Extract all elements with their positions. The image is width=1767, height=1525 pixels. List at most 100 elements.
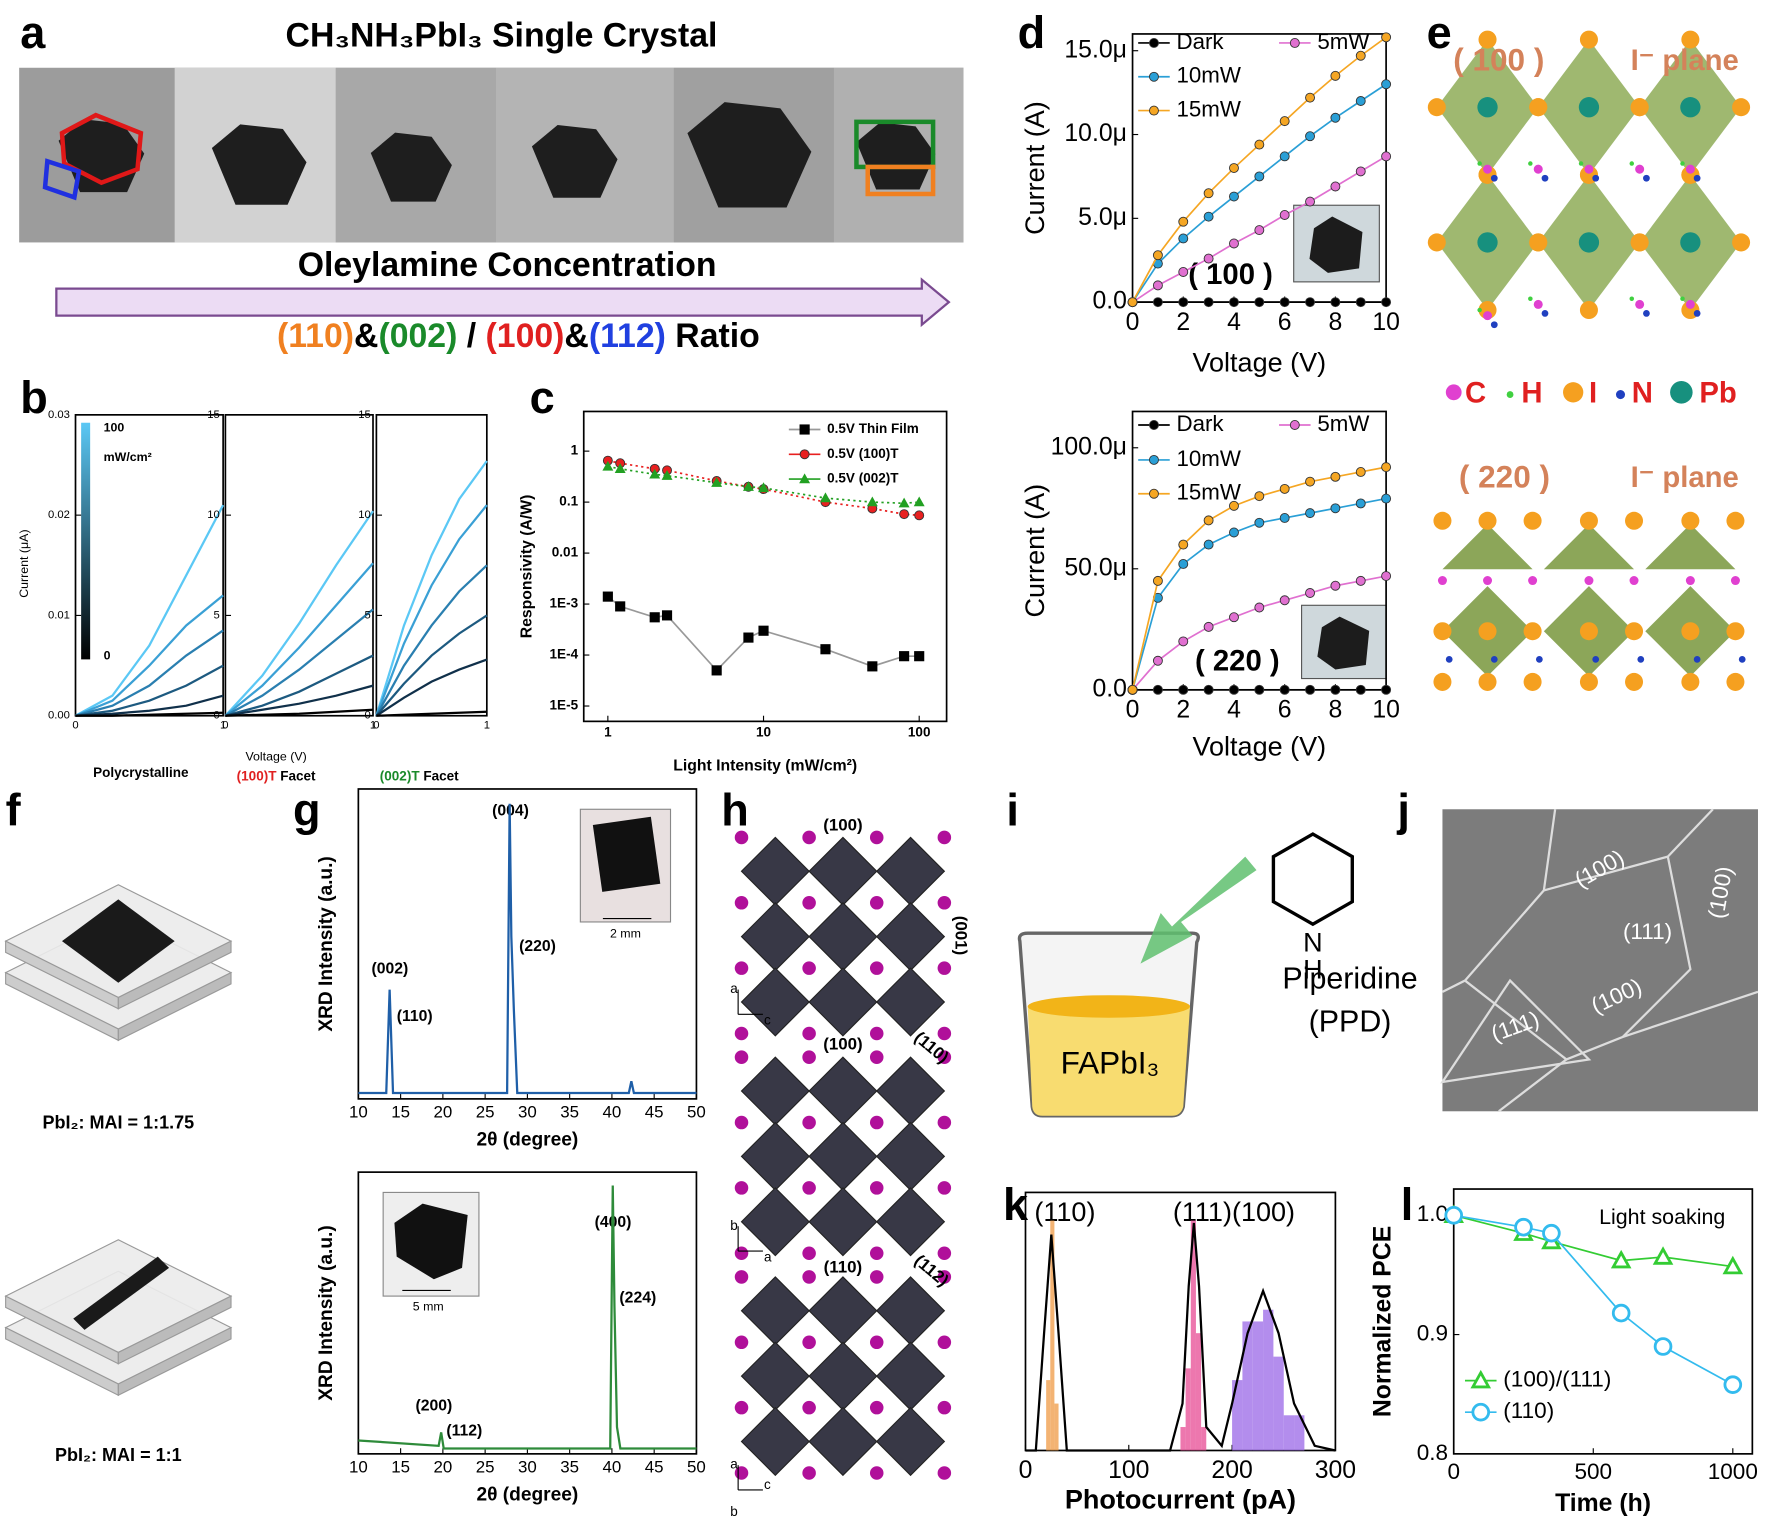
data-point [1203,621,1214,632]
atom [1693,310,1701,317]
atom [1563,382,1584,403]
y-tick-label: 0 [213,710,219,722]
histogram-bar [1190,1220,1196,1451]
data-point [1611,1303,1631,1323]
atom [1579,511,1598,530]
panel-a-title: CH₃NH₃PbI₃ Single Crystal [286,16,718,54]
data-point [1229,500,1239,511]
series-line [375,614,488,717]
data-point [1305,508,1315,519]
peak-label: (002) [372,960,409,977]
y-axis-label: XRD Intensity (a.u.) [316,856,337,1031]
axis-letter: a [730,1457,738,1472]
octahedron [875,836,946,906]
atom [1578,161,1584,166]
legend-label: 10mW [1176,446,1240,471]
data-point [914,651,925,662]
plane-label: (110) [824,1257,863,1276]
octahedron [740,1341,810,1411]
atom [1483,164,1493,174]
atom [1578,97,1600,118]
data-point [820,644,831,655]
atom [869,896,884,910]
octahedron [808,967,878,1037]
atom [802,1335,816,1350]
octahedron [740,1276,810,1346]
y-tick-label: 1E-5 [550,698,579,713]
x-tick-label: 100 [908,724,931,739]
octahedron [875,1341,946,1411]
atom [1433,622,1452,641]
atom [1685,164,1695,174]
data-point [1203,253,1214,264]
caption: (100)T Facet [237,768,316,783]
crystal-array [61,899,175,983]
data-point [1178,539,1189,550]
data-point [866,496,878,507]
x-tick-label: 45 [645,1458,664,1477]
x-axis-label: Light Intensity (mW/cm²) [673,758,857,775]
data-point [820,492,831,503]
x-tick-label: 10 [756,724,771,739]
octahedron [740,1121,810,1191]
data-point [1279,151,1290,162]
atom [1477,161,1482,166]
atom [1680,97,1701,118]
panel-label: e [1427,7,1452,58]
atom [1592,174,1600,182]
x-tick-label: 2 [1176,309,1190,336]
panel-label: h [721,785,749,836]
octahedron [740,1406,810,1477]
x-tick-label: 35 [560,1103,579,1122]
data-point [1178,636,1189,647]
data-point [1203,188,1214,199]
data-point [1203,684,1214,695]
data-point [1279,595,1290,606]
data-point [1381,493,1392,504]
solution-surface [1027,995,1191,1018]
legend-label: 0.5V Thin Film [827,421,919,436]
atom [1478,30,1497,49]
data-point [1254,602,1265,613]
atom [1579,30,1598,49]
data-point [1127,297,1138,308]
plane-label: (100) [823,1034,862,1053]
series-line [376,710,487,717]
octahedron [875,967,946,1037]
legend-label: C [1465,376,1486,409]
y-tick-label: 0.9 [1417,1321,1448,1346]
x-tick-label: 35 [560,1458,579,1477]
facet: (002)T [380,768,421,783]
grain-boundary [1498,1058,1568,1113]
data-point [1203,297,1214,308]
x-tick-label: 500 [1574,1459,1612,1484]
atom [1477,97,1498,118]
plot-frame [357,788,698,1100]
ratio-part: (112) [589,317,666,355]
histogram-bar [1273,1356,1284,1451]
atom [1478,301,1497,320]
data-point [1653,1337,1673,1356]
atom [1437,575,1447,586]
data-point [1203,515,1214,526]
x-tick-label: 50 [687,1103,706,1122]
atom [1579,301,1598,320]
series-line [224,608,374,717]
atom [1681,672,1700,691]
molecule-ring [1271,832,1354,927]
data-point [899,509,910,520]
data-point [661,470,673,480]
series-line [75,664,224,717]
histogram-bar [1054,1403,1059,1451]
atom [734,1026,749,1041]
atom [1685,575,1695,586]
atom [802,830,816,845]
legend-marker [1471,1402,1491,1422]
atom [869,1400,884,1415]
crystal [1317,616,1370,670]
histogram-bar [1283,1415,1295,1451]
histogram-bar [1201,1427,1207,1451]
data-point [1514,1217,1533,1237]
data-point [1305,684,1315,695]
x-axis-label: Time (h) [1555,1490,1651,1517]
